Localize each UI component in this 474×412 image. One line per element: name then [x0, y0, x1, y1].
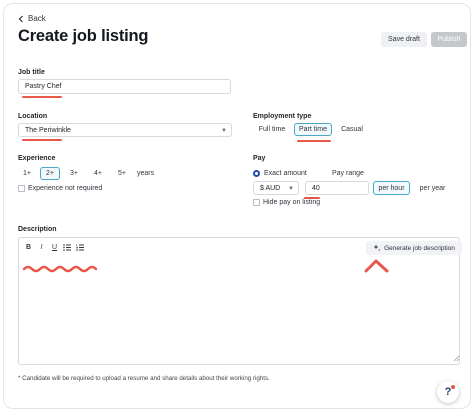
footer-note: * Candidate will be required to upload a… [18, 375, 270, 382]
hide-pay-checkbox[interactable] [253, 199, 260, 206]
annotation-squiggle [22, 265, 98, 273]
currency-value: $ AUD [260, 184, 281, 192]
experience-not-required-label: Experience not required [28, 185, 103, 192]
pay-label: Pay [253, 155, 266, 162]
experience-option-2[interactable]: 2+ [40, 167, 60, 180]
chevron-left-icon [18, 15, 23, 22]
chevron-down-icon: ▼ [221, 128, 227, 134]
bold-button[interactable]: B [25, 244, 32, 251]
per-hour-option[interactable]: per hour [373, 181, 410, 195]
sparkle-icon [373, 244, 381, 252]
bullet-list-button[interactable] [62, 243, 71, 252]
experience-option-1[interactable]: 1+ [23, 170, 31, 177]
description-label: Description [18, 226, 57, 233]
pay-range-label: Pay range [332, 170, 364, 177]
annotation-underline [22, 96, 62, 98]
publish-button[interactable]: Publish [431, 32, 467, 47]
experience-unit: years [137, 170, 155, 177]
exact-amount-radio[interactable] [253, 170, 260, 177]
location-value: The Periwinkle [25, 126, 71, 134]
resize-handle-icon[interactable] [452, 354, 460, 362]
chevron-down-icon: ▼ [288, 186, 294, 192]
pay-range-radio[interactable] [320, 170, 327, 177]
italic-button[interactable]: I [40, 244, 43, 251]
location-label: Location [18, 113, 48, 120]
employment-option-casual[interactable]: Casual [341, 126, 363, 133]
location-select[interactable]: The Periwinkle ▼ [18, 123, 232, 137]
page-title: Create job listing [18, 27, 149, 45]
employment-option-part-time[interactable]: Part time [294, 123, 332, 136]
save-draft-button[interactable]: Save draft [381, 32, 427, 47]
per-year-option[interactable]: per year [419, 184, 446, 192]
bullet-list-icon [62, 244, 71, 251]
annotation-underline [22, 139, 62, 141]
experience-option-3[interactable]: 3+ [70, 170, 78, 177]
back-label: Back [28, 14, 46, 23]
help-icon: ? [444, 386, 452, 398]
annotation-underline [304, 197, 320, 199]
page-frame [3, 3, 471, 409]
description-editor[interactable] [18, 237, 460, 365]
experience-not-required-checkbox[interactable] [18, 185, 25, 192]
help-button[interactable]: ? [437, 381, 459, 403]
job-title-value: Pastry Chef [25, 83, 62, 90]
employment-type-label: Employment type [253, 113, 312, 120]
hide-pay-label: Hide pay on listing [263, 199, 321, 206]
currency-select[interactable]: $ AUD ▼ [253, 181, 299, 195]
experience-option-5[interactable]: 5+ [118, 170, 126, 177]
exact-amount-label: Exact amount [264, 170, 307, 177]
job-title-label: Job title [18, 69, 45, 76]
annotation-underline [297, 140, 331, 142]
employment-option-full-time[interactable]: Full time [258, 126, 286, 133]
underline-button[interactable]: U [51, 244, 58, 251]
annotation-arrow [364, 259, 389, 273]
pay-amount-value: 40 [312, 184, 320, 192]
notification-dot [451, 385, 455, 389]
numbered-list-button[interactable] [75, 243, 84, 252]
back-link[interactable]: Back [18, 14, 46, 23]
job-title-input[interactable]: Pastry Chef [18, 79, 231, 94]
numbered-list-icon [75, 244, 84, 251]
experience-option-4[interactable]: 4+ [94, 170, 102, 177]
generate-description-label: Generate job description [384, 244, 455, 252]
pay-amount-input[interactable]: 40 [305, 181, 369, 195]
generate-description-button[interactable]: Generate job description [366, 241, 462, 255]
experience-label: Experience [18, 155, 56, 162]
